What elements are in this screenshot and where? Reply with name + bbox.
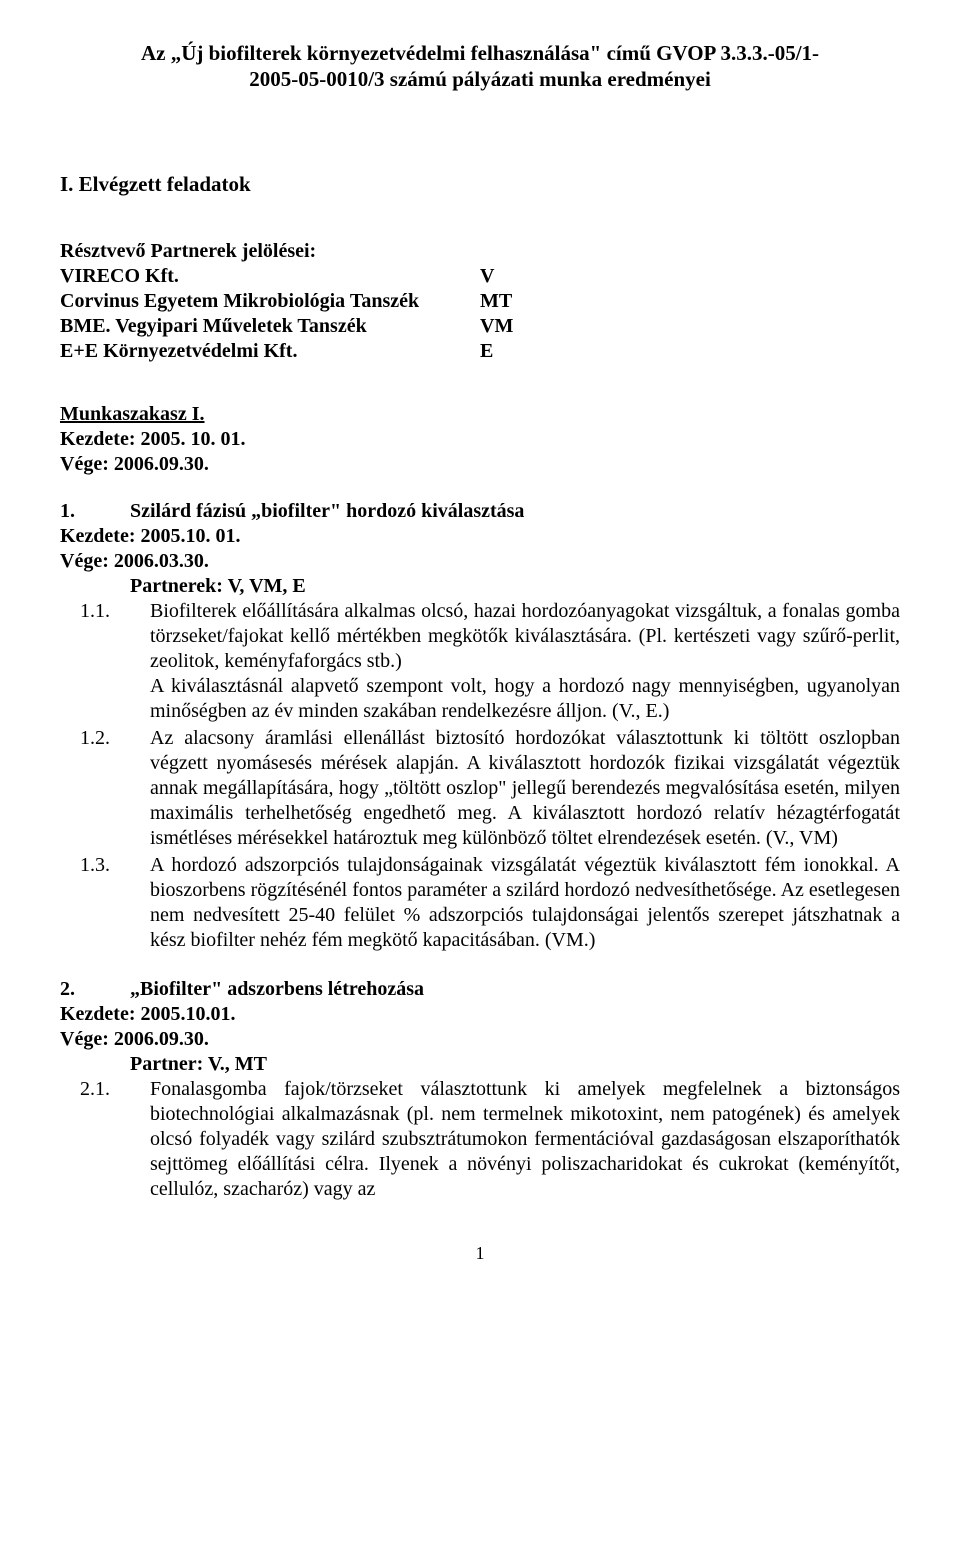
partner-name: VIRECO Kft. [60, 264, 480, 289]
task1-item: 1.1. Biofilterek előállítására alkalmas … [60, 599, 900, 724]
section-heading: I. Elvégzett feladatok [60, 171, 900, 197]
task2-start: Kezdete: 2005.10.01. [60, 1002, 900, 1027]
item-text: Biofilterek előállítására alkalmas olcsó… [150, 599, 900, 724]
partner-name: E+E Környezetvédelmi Kft. [60, 339, 480, 364]
item-text: Az alacsony áramlási ellenállást biztosí… [150, 726, 900, 851]
task2-num: 2. [60, 977, 130, 1002]
task2-item: 2.1. Fonalasgomba fajok/törzseket válasz… [60, 1077, 900, 1202]
partner-row: VIRECO Kft. V [60, 264, 900, 289]
partner-row: Corvinus Egyetem Mikrobiológia Tanszék M… [60, 289, 900, 314]
partner-code: E [480, 339, 493, 364]
partner-name: Corvinus Egyetem Mikrobiológia Tanszék [60, 289, 480, 314]
title-line-2: 2005-05-0010/3 számú pályázati munka ere… [249, 67, 711, 91]
phase-start: Kezdete: 2005. 10. 01. [60, 427, 900, 452]
partner-row: E+E Környezetvédelmi Kft. E [60, 339, 900, 364]
partner-code: V [480, 264, 494, 289]
item-num: 1.3. [60, 853, 150, 953]
partners-intro: Résztvevő Partnerek jelölései: [60, 239, 900, 264]
phase-end: Vége: 2006.09.30. [60, 452, 900, 477]
partner-code: MT [480, 289, 512, 314]
task1-title: Szilárd fázisú „biofilter" hordozó kivál… [130, 499, 524, 524]
task1-heading: 1. Szilárd fázisú „biofilter" hordozó ki… [60, 499, 900, 524]
task1-start: Kezdete: 2005.10. 01. [60, 524, 900, 549]
phase-heading: Munkaszakasz I. [60, 402, 900, 427]
task1-num: 1. [60, 499, 130, 524]
partner-name: BME. Vegyipari Műveletek Tanszék [60, 314, 480, 339]
item-num: 2.1. [60, 1077, 150, 1202]
task2-title: „Biofilter" adszorbens létrehozása [130, 977, 424, 1002]
item-text: Fonalasgomba fajok/törzseket választottu… [150, 1077, 900, 1202]
task1-partners: Partnerek: V, VM, E [60, 574, 900, 599]
item-text: A hordozó adszorpciós tulajdonságainak v… [150, 853, 900, 953]
task2-partners: Partner: V., MT [60, 1052, 900, 1077]
item-num: 1.1. [60, 599, 150, 724]
document-title: Az „Új biofilterek környezetvédelmi felh… [60, 40, 900, 93]
task2-heading: 2. „Biofilter" adszorbens létrehozása [60, 977, 900, 1002]
task2-end: Vége: 2006.09.30. [60, 1027, 900, 1052]
partner-code: VM [480, 314, 513, 339]
item-num: 1.2. [60, 726, 150, 851]
task1-end: Vége: 2006.03.30. [60, 549, 900, 574]
task1-item: 1.3. A hordozó adszorpciós tulajdonságai… [60, 853, 900, 953]
page-number: 1 [60, 1242, 900, 1265]
partner-row: BME. Vegyipari Műveletek Tanszék VM [60, 314, 900, 339]
title-line-1: Az „Új biofilterek környezetvédelmi felh… [141, 41, 819, 65]
task1-item: 1.2. Az alacsony áramlási ellenállást bi… [60, 726, 900, 851]
